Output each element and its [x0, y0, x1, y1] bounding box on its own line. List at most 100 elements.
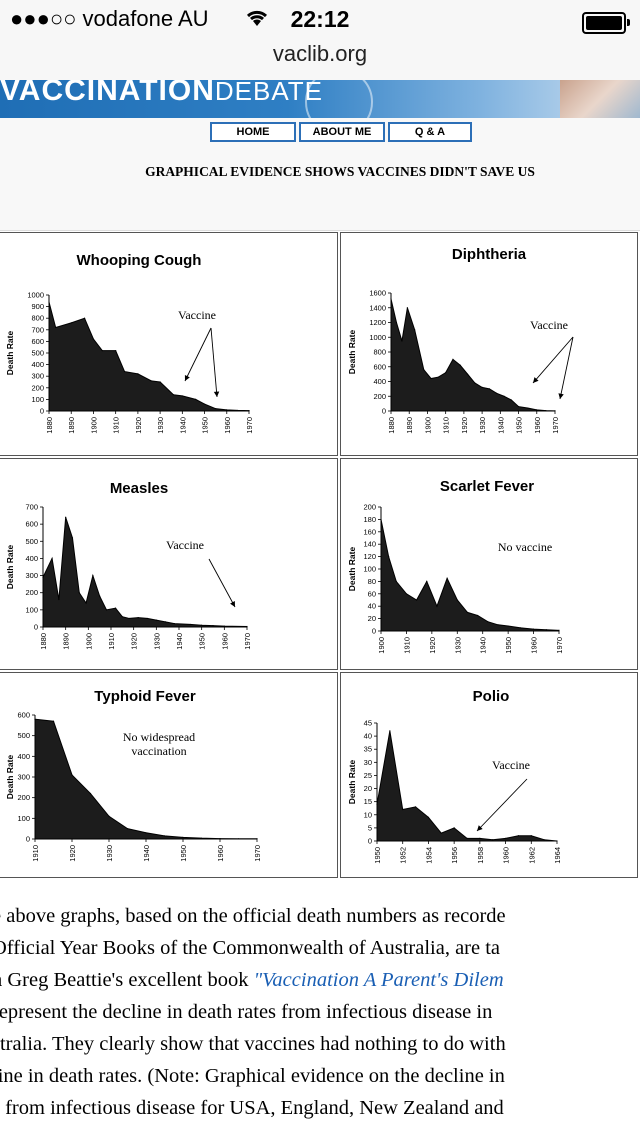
y-tick-label: 0: [368, 837, 372, 846]
x-tick-label: 1970: [243, 633, 252, 650]
x-tick-label: 1970: [245, 417, 254, 434]
annotation-arrow: [184, 327, 212, 382]
arrow-head: [230, 601, 235, 607]
data-point: [423, 369, 425, 371]
data-point: [256, 838, 258, 840]
data-point: [89, 792, 92, 795]
data-point: [414, 329, 416, 331]
data-point: [545, 410, 547, 412]
data-point: [203, 403, 206, 405]
data-point: [65, 516, 67, 518]
data-point: [430, 377, 432, 380]
book-link[interactable]: "Vaccination A Parent's Dilem: [253, 969, 504, 991]
y-tick-label: 40: [368, 602, 376, 611]
nav-qa[interactable]: Q & A: [388, 122, 472, 142]
y-tick-label: 400: [31, 360, 44, 369]
chart-diphtheria: Diphtheria 0 200 400 600 800 1000 1200 1400 1600 1…: [340, 232, 638, 456]
x-tick-label: 1920: [68, 845, 77, 862]
x-tick-label: 1956: [450, 847, 459, 864]
y-tick-label: 900: [31, 302, 44, 311]
article-paragraph: e above graphs, based on the official de…: [0, 900, 640, 1124]
x-tick-label: 1880: [45, 417, 54, 434]
data-point: [389, 730, 391, 732]
area-series: [380, 519, 560, 632]
data-point: [223, 625, 225, 627]
data-point: [99, 595, 101, 597]
data-point: [446, 577, 448, 579]
x-tick-label: 1880: [39, 633, 48, 650]
chart-polio: Polio 0 5 10 15 20 25 30 35 40 45 1950 1952 1954 1956 1…: [340, 672, 638, 878]
data-point: [172, 394, 175, 396]
url-text[interactable]: vaclib.org: [272, 41, 368, 66]
data-point: [115, 350, 117, 352]
y-tick-label: 20: [364, 784, 372, 793]
data-point: [126, 828, 129, 830]
data-point: [456, 599, 458, 601]
banner-photo: [560, 80, 640, 118]
arrow-head: [533, 377, 539, 383]
y-tick-label: 400: [373, 377, 386, 386]
data-point: [108, 815, 110, 817]
globe-graphic: [305, 80, 373, 118]
data-point: [466, 837, 468, 839]
data-point: [437, 376, 439, 378]
x-tick-label: 1920: [428, 637, 437, 654]
y-tick-label: 300: [17, 773, 30, 782]
data-point: [492, 839, 494, 841]
nav-about-me[interactable]: ABOUT ME: [299, 122, 385, 142]
data-point: [70, 322, 72, 324]
battery-icon: [582, 12, 630, 34]
area-series: [34, 718, 258, 840]
y-tick-label: 700: [25, 503, 38, 512]
y-axis-label: Death Rate: [347, 760, 357, 805]
x-tick-label: 1910: [112, 417, 121, 434]
x-tick-label: 1900: [423, 417, 432, 434]
x-tick-label: 1950: [504, 637, 513, 654]
x-tick-label: 1940: [175, 633, 184, 650]
data-point: [517, 405, 520, 408]
y-axis-label: Death Rate: [347, 330, 357, 375]
data-point: [554, 410, 556, 412]
y-tick-label: 120: [363, 552, 376, 561]
chart-scarlet-fever: Scarlet Fever 0 20 40 60 80 100 120 140 160 180 200…: [340, 458, 638, 670]
data-point: [146, 617, 148, 620]
x-tick-label: 1960: [533, 417, 542, 434]
y-tick-label: 1000: [369, 333, 386, 342]
area-series: [376, 730, 558, 842]
y-tick-label: 200: [31, 383, 44, 392]
y-tick-label: 80: [368, 577, 376, 586]
y-tick-label: 400: [25, 554, 38, 563]
page-headline: GRAPHICAL EVIDENCE SHOWS VACCINES DIDN'T…: [145, 164, 535, 179]
annotation-arrow: [559, 336, 574, 400]
data-point: [182, 836, 184, 838]
annotation-arrow: [476, 778, 528, 832]
x-tick-label: 1940: [479, 637, 488, 654]
y-tick-label: 0: [372, 627, 376, 636]
data-point: [200, 837, 203, 839]
data-point: [159, 381, 161, 383]
x-tick-label: 1970: [253, 845, 262, 862]
site-banner: VACCINATIONDEBATE: [0, 80, 640, 118]
x-tick-label: 1930: [105, 845, 114, 862]
logo-thin: DEBATE: [214, 80, 323, 106]
x-tick-label: 1910: [442, 417, 451, 434]
data-point: [401, 340, 403, 342]
address-bar[interactable]: vaclib.org: [0, 40, 640, 80]
nav-home[interactable]: HOME: [210, 122, 296, 142]
data-point: [405, 593, 408, 595]
x-tick-label: 1890: [62, 633, 71, 650]
site-logo[interactable]: VACCINATIONDEBATE: [0, 80, 323, 108]
y-axis-label: Death Rate: [5, 755, 15, 800]
y-tick-label: 1600: [369, 289, 386, 298]
arrow-head: [184, 375, 190, 381]
data-point: [504, 837, 507, 839]
annotation-text: Vaccine: [492, 758, 530, 772]
data-point: [466, 611, 469, 613]
y-tick-label: 100: [363, 565, 376, 574]
x-tick-label: 1964: [553, 847, 562, 864]
y-tick-label: 800: [373, 348, 386, 357]
annotation-text: No vaccine: [498, 540, 552, 554]
site-nav: HOME ABOUT ME Q & A: [210, 122, 472, 142]
data-point: [212, 625, 214, 627]
data-point: [414, 806, 417, 808]
